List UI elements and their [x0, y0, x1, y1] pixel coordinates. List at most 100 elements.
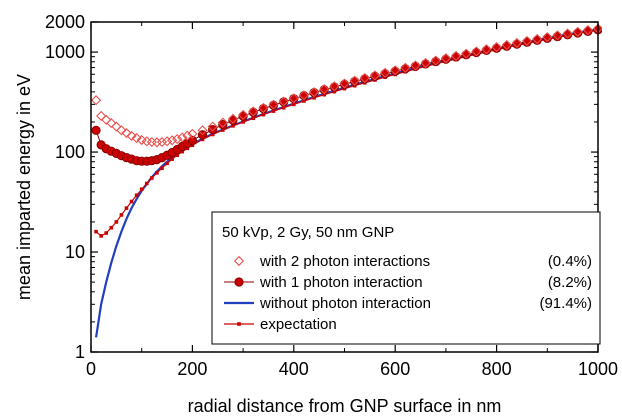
legend-swatch [237, 322, 241, 326]
legend-percentage: (8.2%) [548, 274, 592, 291]
data-point [573, 28, 583, 38]
data-point [106, 117, 117, 129]
data-point [261, 112, 266, 117]
data-point [238, 111, 248, 121]
data-point [217, 117, 228, 128]
data-point [582, 25, 593, 36]
legend-percentage: (91.4%) [539, 295, 592, 312]
data-point [441, 54, 451, 64]
legend-label: without photon interaction [259, 295, 431, 312]
data-point [309, 87, 320, 98]
legend-entry: without photon interaction (91.4%) [224, 295, 592, 312]
data-point [165, 161, 169, 166]
data-point [160, 166, 164, 170]
data-point [420, 57, 431, 69]
data-point [298, 90, 310, 101]
data-point [121, 127, 132, 139]
data-point [430, 55, 441, 66]
data-point [583, 26, 593, 36]
data-point [161, 136, 173, 147]
series-line [95, 29, 599, 237]
legend-entry: with 2 photon interactions (0.4%) [233, 253, 592, 270]
data-point [251, 116, 256, 121]
legend-label: with 2 photon interactions [259, 253, 430, 270]
x-axis-label: radial distance from GNP surface in nm [188, 396, 502, 416]
data-point [319, 85, 329, 95]
data-point [109, 225, 114, 230]
data-point [390, 65, 401, 76]
data-point [144, 181, 149, 186]
legend: 50 kVp, 2 Gy, 50 nm GNP with 2 photon in… [211, 211, 601, 345]
y-tick-label: 100 [55, 142, 85, 162]
data-point [124, 206, 129, 210]
data-point [91, 95, 102, 106]
data-point [319, 84, 330, 95]
data-point [228, 115, 238, 125]
data-point [208, 124, 218, 135]
data-point [289, 94, 299, 104]
data-point [481, 44, 492, 55]
legend-swatch [234, 277, 244, 287]
x-tick-label: 200 [177, 359, 207, 379]
data-point [421, 59, 431, 69]
data-point [139, 187, 144, 192]
data-point [302, 99, 306, 103]
data-point [461, 50, 471, 60]
data-point [258, 102, 269, 114]
data-point [379, 67, 391, 78]
data-point [542, 33, 552, 43]
data-point [359, 72, 370, 84]
data-point [288, 93, 299, 104]
data-point [279, 97, 289, 107]
x-tick-label: 0 [86, 359, 96, 379]
data-point [471, 47, 481, 58]
data-point [190, 143, 195, 148]
data-point [96, 110, 107, 121]
x-tick-label: 1000 [578, 359, 618, 379]
data-point [94, 229, 98, 234]
data-point [210, 132, 215, 137]
data-point [400, 64, 410, 74]
data-point [119, 213, 124, 217]
data-point [177, 132, 188, 143]
data-point [339, 78, 350, 89]
data-point [532, 33, 543, 45]
legend-title: 50 kVp, 2 Gy, 50 nm GNP [222, 224, 394, 241]
series-layer [91, 23, 602, 338]
data-point [231, 124, 235, 128]
data-point [562, 30, 573, 40]
data-point [491, 42, 502, 53]
data-point [134, 193, 139, 198]
series-open-diamond [91, 23, 602, 148]
data-point [175, 153, 179, 158]
data-point [150, 176, 154, 180]
data-point [155, 171, 159, 175]
legend-entries: with 2 photon interactions (0.4%) with 1 p… [224, 253, 592, 333]
data-point [207, 121, 218, 132]
y-tick-label: 2000 [45, 12, 85, 32]
data-point [532, 35, 542, 45]
data-point [241, 120, 245, 124]
x-tick-label: 400 [279, 359, 309, 379]
data-point [180, 149, 185, 154]
legend-label: with 1 photon interaction [259, 274, 423, 291]
data-point [185, 146, 190, 151]
data-point [281, 105, 286, 110]
data-point [309, 88, 319, 98]
data-point [156, 136, 168, 148]
data-point [167, 135, 178, 146]
data-point [248, 106, 259, 117]
legend-label: expectation [260, 316, 337, 333]
data-point [129, 199, 134, 204]
data-point [431, 56, 441, 67]
data-point [349, 75, 360, 86]
data-point [502, 41, 512, 51]
data-point [292, 102, 296, 107]
legend-swatch [233, 255, 245, 267]
data-point [542, 32, 553, 43]
y-axis: 1 10 100 1000 2000 [45, 12, 598, 362]
data-point [572, 26, 583, 37]
data-point [471, 46, 482, 57]
data-point [271, 109, 276, 113]
